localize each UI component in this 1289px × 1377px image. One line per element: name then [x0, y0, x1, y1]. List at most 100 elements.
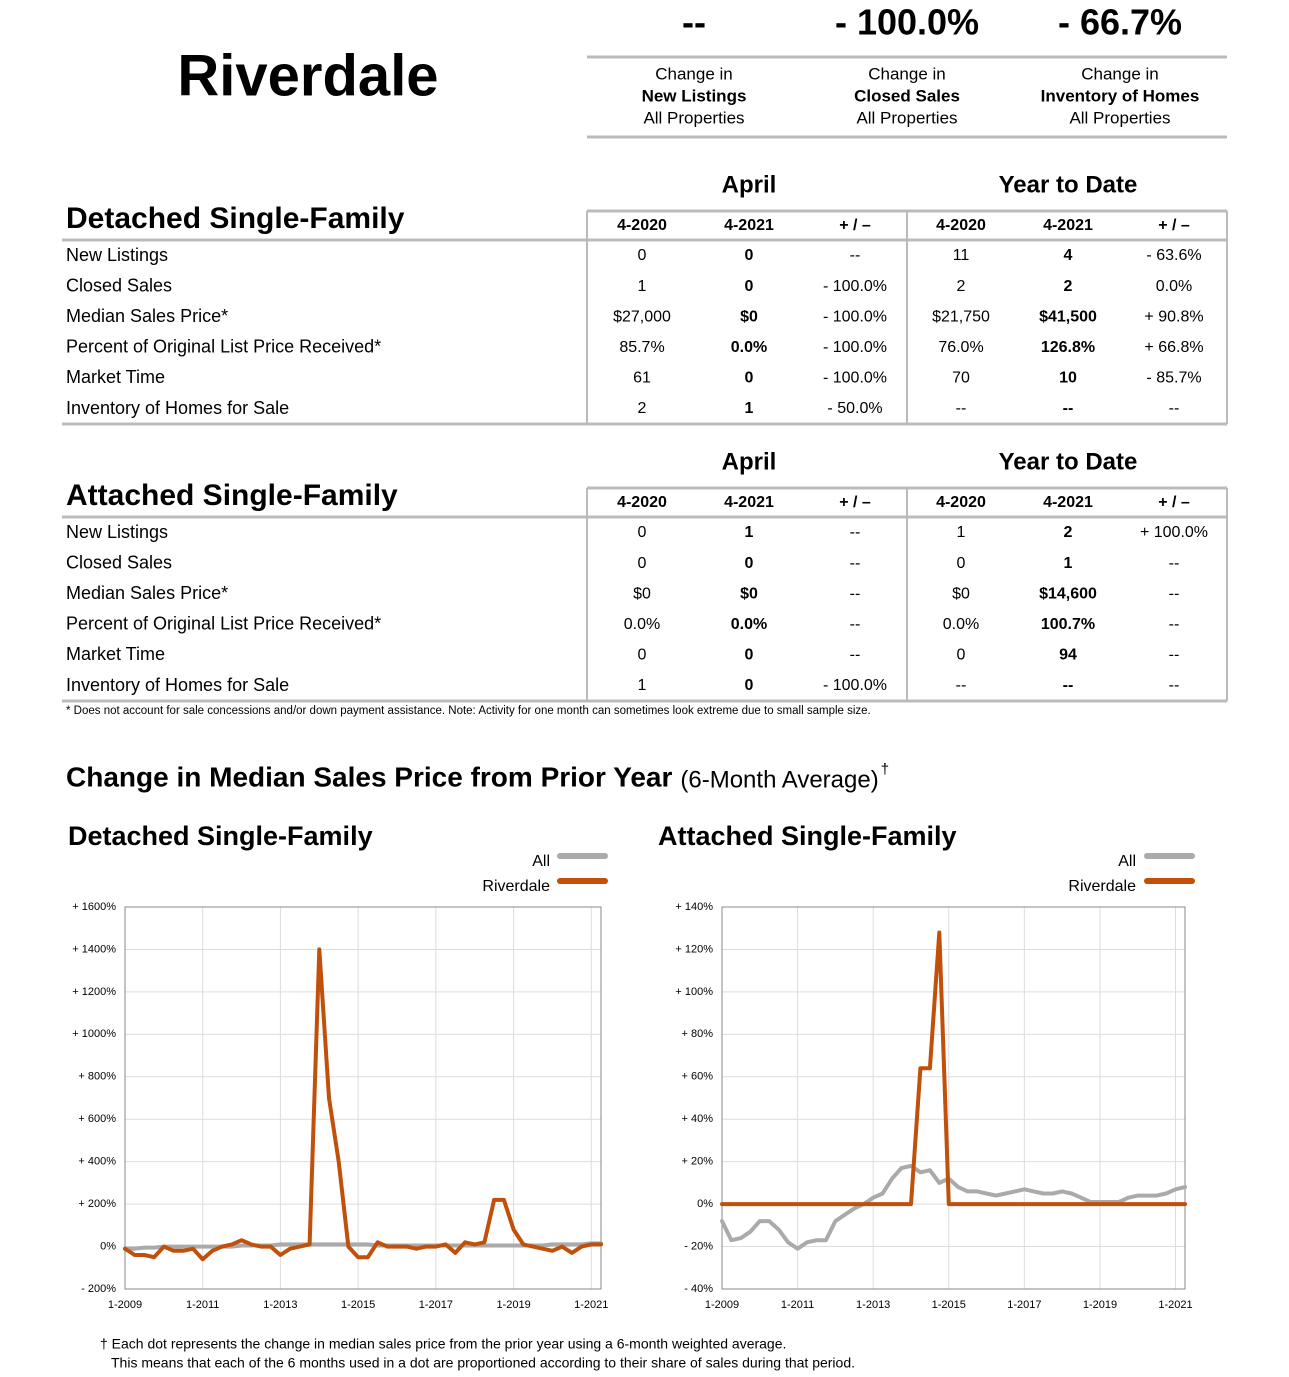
cell: -- — [1169, 585, 1180, 602]
page-title: Riverdale — [177, 43, 438, 108]
cell: 1 — [638, 278, 647, 295]
column-header: + / – — [839, 494, 871, 511]
column-header: + / – — [1158, 494, 1190, 511]
cell: - 85.7% — [1146, 370, 1201, 387]
group-header: April — [722, 448, 777, 475]
y-tick-label: + 1400% — [72, 943, 116, 955]
cell: -- — [1063, 400, 1074, 417]
cell: 4 — [1064, 247, 1073, 264]
y-tick-label: 0% — [100, 1240, 116, 1252]
row-label: Closed Sales — [66, 552, 172, 572]
row-label: New Listings — [66, 522, 168, 542]
row-label: Median Sales Price* — [66, 583, 228, 603]
summary-label: Closed Sales — [854, 86, 960, 105]
row-label: Market Time — [66, 644, 165, 664]
cell: -- — [956, 400, 967, 417]
column-header: 4-2020 — [936, 217, 986, 234]
cell: $0 — [740, 585, 758, 602]
x-tick-label: 1-2019 — [1083, 1299, 1117, 1311]
cell: 76.0% — [938, 339, 983, 356]
cell: 0.0% — [731, 616, 767, 633]
cell: 0 — [745, 370, 754, 387]
y-tick-label: + 400% — [78, 1156, 116, 1168]
x-tick-label: 1-2021 — [1158, 1299, 1192, 1311]
cell: 0.0% — [731, 339, 767, 356]
row-label: Percent of Original List Price Received* — [66, 614, 381, 634]
cell: 0 — [957, 647, 966, 664]
cell: -- — [1063, 677, 1074, 694]
cell: 2 — [1064, 524, 1073, 541]
summary-value: -- — [682, 2, 706, 43]
row-label: Inventory of Homes for Sale — [66, 675, 289, 695]
summary-label: All Properties — [1069, 108, 1170, 127]
x-tick-label: 1-2013 — [856, 1299, 890, 1311]
row-label: Median Sales Price* — [66, 306, 228, 326]
cell: 2 — [1064, 278, 1073, 295]
cell: 126.8% — [1041, 339, 1095, 356]
table-title: Detached Single-Family — [66, 202, 405, 235]
row-label: Inventory of Homes for Sale — [66, 398, 289, 418]
cell: 0 — [638, 247, 647, 264]
cell: + 100.0% — [1140, 524, 1208, 541]
y-tick-label: - 200% — [81, 1283, 116, 1295]
cell: $0 — [633, 585, 651, 602]
cell: + 90.8% — [1144, 308, 1203, 325]
chart-title: Attached Single-Family — [658, 821, 957, 851]
footer-note: † Each dot represents the change in medi… — [100, 1336, 786, 1352]
cell: $21,750 — [932, 308, 990, 325]
column-header: 4-2021 — [724, 494, 774, 511]
group-header: Year to Date — [999, 448, 1138, 475]
cell: 0 — [638, 524, 647, 541]
cell: -- — [850, 555, 861, 572]
summary-label: All Properties — [856, 108, 957, 127]
row-label: Closed Sales — [66, 275, 172, 295]
cell: -- — [850, 247, 861, 264]
section-subtitle: (6-Month Average) — [680, 766, 878, 793]
cell: - 63.6% — [1146, 247, 1201, 264]
cell: 0 — [638, 647, 647, 664]
cell: 0 — [745, 555, 754, 572]
column-header: 4-2020 — [617, 217, 667, 234]
column-header: 4-2021 — [724, 217, 774, 234]
summary-label: All Properties — [643, 108, 744, 127]
cell: 11 — [953, 247, 970, 264]
cell: -- — [1169, 555, 1180, 572]
series-line — [720, 930, 1187, 1207]
legend-label: Riverdale — [482, 878, 550, 895]
x-tick-label: 1-2015 — [932, 1299, 966, 1311]
summary-label: Inventory of Homes — [1041, 86, 1200, 105]
x-tick-label: 1-2017 — [1007, 1299, 1041, 1311]
cell: 61 — [633, 370, 651, 387]
series-line — [720, 1163, 1187, 1251]
y-tick-label: + 1000% — [72, 1028, 116, 1040]
cell: 10 — [1059, 370, 1077, 387]
x-tick-label: 1-2011 — [781, 1299, 814, 1311]
y-tick-label: + 20% — [682, 1156, 714, 1168]
y-tick-label: - 20% — [684, 1240, 713, 1252]
cell: 0.0% — [624, 616, 660, 633]
cell: $14,600 — [1039, 585, 1097, 602]
y-tick-label: + 1600% — [72, 901, 116, 913]
column-header: + / – — [1158, 217, 1190, 234]
cell: -- — [850, 585, 861, 602]
summary-value: - 100.0% — [835, 2, 979, 43]
cell: + 66.8% — [1144, 339, 1203, 356]
cell: -- — [850, 616, 861, 633]
section-title: Change in Median Sales Price from Prior … — [66, 761, 672, 792]
cell: $0 — [740, 308, 758, 325]
cell: -- — [1169, 677, 1180, 694]
cell: -- — [1169, 400, 1180, 417]
table-note: * Does not account for sale concessions … — [66, 705, 871, 717]
y-tick-label: + 800% — [78, 1071, 116, 1083]
column-header: 4-2021 — [1043, 217, 1093, 234]
cell: $0 — [952, 585, 970, 602]
x-tick-label: 1-2013 — [263, 1299, 297, 1311]
y-tick-label: + 120% — [675, 943, 713, 955]
y-tick-label: + 60% — [682, 1071, 714, 1083]
cell: -- — [1169, 616, 1180, 633]
x-tick-label: 1-2017 — [419, 1299, 453, 1311]
y-tick-label: + 40% — [682, 1113, 714, 1125]
y-tick-label: 0% — [697, 1198, 713, 1210]
